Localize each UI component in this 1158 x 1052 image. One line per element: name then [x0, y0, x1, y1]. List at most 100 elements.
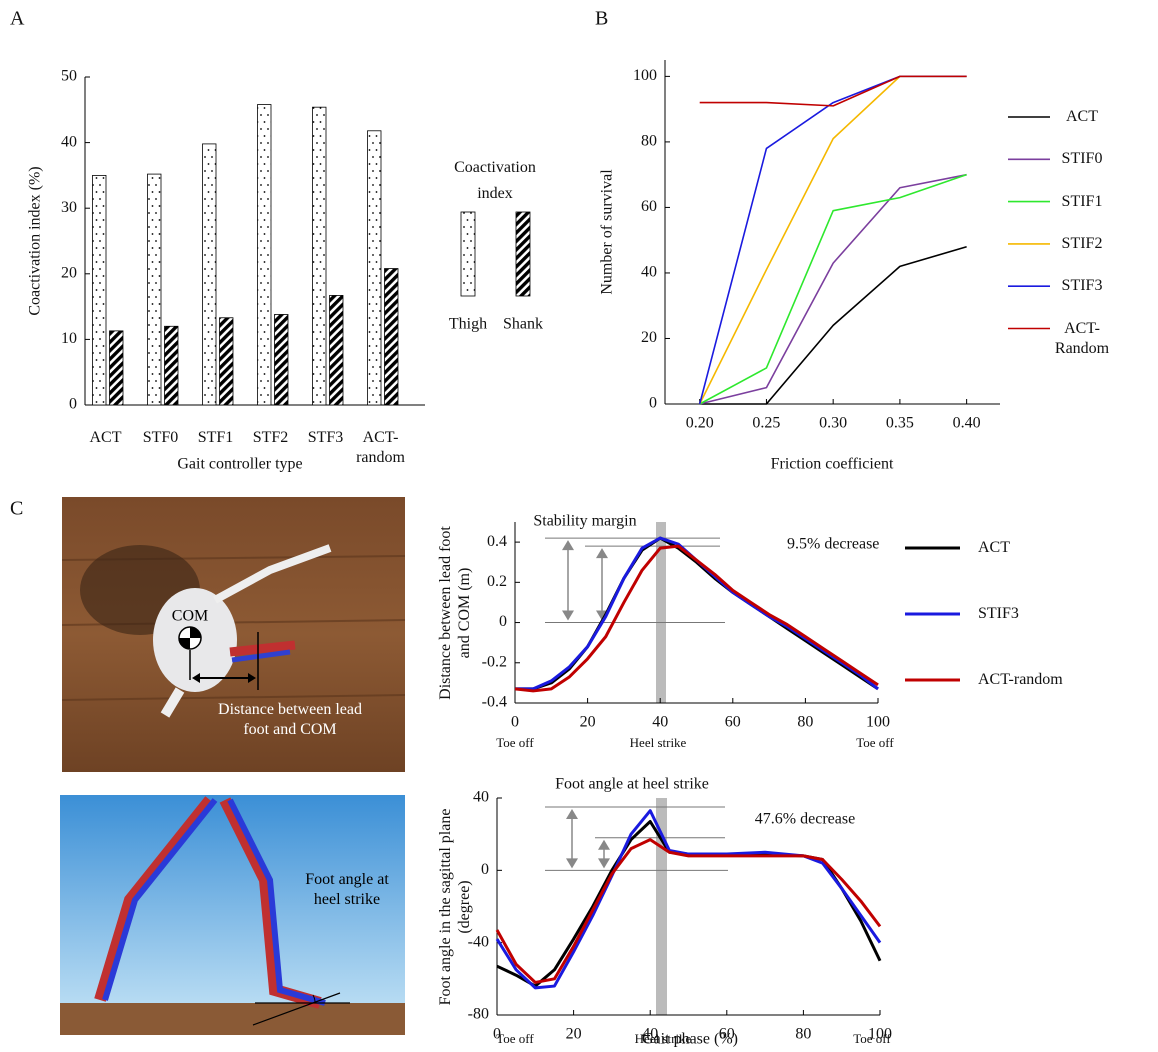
- x-tick-label: 40: [642, 1026, 658, 1043]
- x-tick-label: 20: [580, 714, 596, 731]
- legend-label: Thigh: [449, 316, 487, 333]
- x-tick-label: 60: [719, 1026, 735, 1043]
- x-tick-label: 100: [868, 1026, 892, 1043]
- bar: [329, 295, 344, 406]
- legend-swatch: [460, 211, 476, 297]
- series-line: [699, 173, 967, 405]
- bar: [147, 173, 162, 406]
- series-line: [699, 245, 967, 405]
- bar: [202, 143, 217, 406]
- x-tick-label: 0.30: [819, 415, 847, 432]
- y-tick-label: -0.4: [482, 694, 507, 711]
- distance-label: Distance between lead foot and COM: [218, 701, 362, 738]
- x-tick-label: 0.20: [686, 415, 714, 432]
- x-tick-label: 100: [866, 714, 890, 731]
- legend-label: ACT: [978, 539, 1010, 556]
- y-tick-label: 0: [69, 396, 77, 413]
- heel-strike-band: [656, 522, 666, 703]
- heel-strike-band: [656, 798, 667, 1015]
- phase-label: Heel strike: [635, 1031, 692, 1046]
- panel-label: C: [10, 498, 23, 520]
- x-tick-label: 80: [795, 1026, 811, 1043]
- y-tick-label: 100: [633, 67, 657, 84]
- legend-label: STIF3: [1061, 277, 1103, 295]
- y-tick-label: 40: [473, 789, 489, 806]
- legend-label: ACT: [1066, 108, 1098, 125]
- y-axis-label: Number of survival: [598, 169, 616, 295]
- y-axis-label: Coactivation index (%): [26, 166, 44, 316]
- bar: [92, 174, 107, 406]
- x-tick-label: 40: [652, 714, 668, 731]
- y-tick-label: 0.4: [487, 533, 507, 550]
- x-tick-label: STF1: [197, 429, 234, 446]
- arrow-head: [562, 540, 574, 621]
- x-axis-label: Gait phase (%): [642, 1031, 738, 1048]
- y-tick-label: 60: [641, 198, 657, 215]
- legend-title: Coactivation index: [454, 159, 536, 202]
- panel-label: A: [10, 8, 25, 30]
- photo-bottom: [60, 795, 405, 1035]
- y-tick-label: 30: [61, 199, 77, 216]
- series-line: [699, 173, 967, 405]
- series-line: [699, 75, 967, 107]
- series-line: [495, 838, 882, 984]
- x-axis-label: Gait controller type: [177, 456, 302, 473]
- y-tick-label: 20: [61, 264, 77, 281]
- x-tick-label: 0.35: [886, 415, 914, 432]
- x-tick-label: 0: [511, 714, 519, 731]
- x-tick-label: 0.25: [752, 415, 780, 432]
- bar: [312, 106, 327, 406]
- x-tick-label: STF2: [252, 429, 289, 446]
- x-tick-label: 0.40: [953, 415, 981, 432]
- arrow-head: [598, 839, 610, 869]
- annotation: Stability margin: [533, 513, 636, 530]
- legend-label: STIF1: [1061, 192, 1103, 210]
- phase-label: Toe off: [856, 735, 894, 750]
- bar: [274, 314, 289, 406]
- annotation: 9.5% decrease: [787, 536, 879, 553]
- y-tick-label: 80: [641, 133, 657, 150]
- y-tick-label: 10: [61, 330, 77, 347]
- com-label: COM: [172, 608, 208, 625]
- x-tick-label: STF3: [307, 429, 344, 446]
- photo-top: [61, 497, 406, 772]
- x-tick-label: 0: [493, 1026, 501, 1043]
- bar: [384, 268, 399, 406]
- x-tick-label: ACT-random: [356, 429, 405, 466]
- phase-label: Toe off: [853, 1031, 891, 1046]
- foot-angle-label: Foot angle at heel strike: [305, 871, 389, 908]
- legend-label: ACT-random: [978, 671, 1063, 688]
- y-tick-label: 40: [641, 264, 657, 281]
- bar: [164, 325, 179, 406]
- bar: [367, 130, 382, 406]
- annotation: 47.6% decrease: [755, 811, 855, 828]
- bar: [219, 317, 234, 406]
- bar: [257, 104, 272, 406]
- y-tick-label: 0: [649, 395, 657, 412]
- y-tick-label: 50: [61, 68, 77, 85]
- series-line: [698, 75, 967, 405]
- y-tick-label: -40: [468, 933, 489, 950]
- series-line: [496, 820, 882, 988]
- y-tick-label: -80: [468, 1006, 489, 1023]
- x-tick-label: 60: [725, 714, 741, 731]
- x-tick-label: 80: [797, 714, 813, 731]
- series-line: [698, 75, 967, 405]
- legend-label: STIF3: [978, 605, 1019, 622]
- legend-swatch: [515, 211, 531, 297]
- bar: [109, 330, 124, 406]
- phase-label: Toe off: [496, 735, 534, 750]
- legend-label: STIF2: [1061, 234, 1103, 252]
- y-axis-label: Distance between lead foot and COM (m): [436, 525, 473, 700]
- annotation: Foot angle at heel strike: [555, 776, 709, 793]
- y-tick-label: 20: [641, 329, 657, 346]
- x-tick-label: ACT: [89, 429, 122, 446]
- legend-label: Shank: [503, 316, 543, 333]
- series-line: [514, 544, 879, 693]
- legend-label: STIF0: [1061, 150, 1103, 168]
- legend-label: ACT-Random: [1054, 319, 1110, 357]
- phase-label: Heel strike: [630, 735, 687, 750]
- y-tick-label: 0: [499, 613, 507, 630]
